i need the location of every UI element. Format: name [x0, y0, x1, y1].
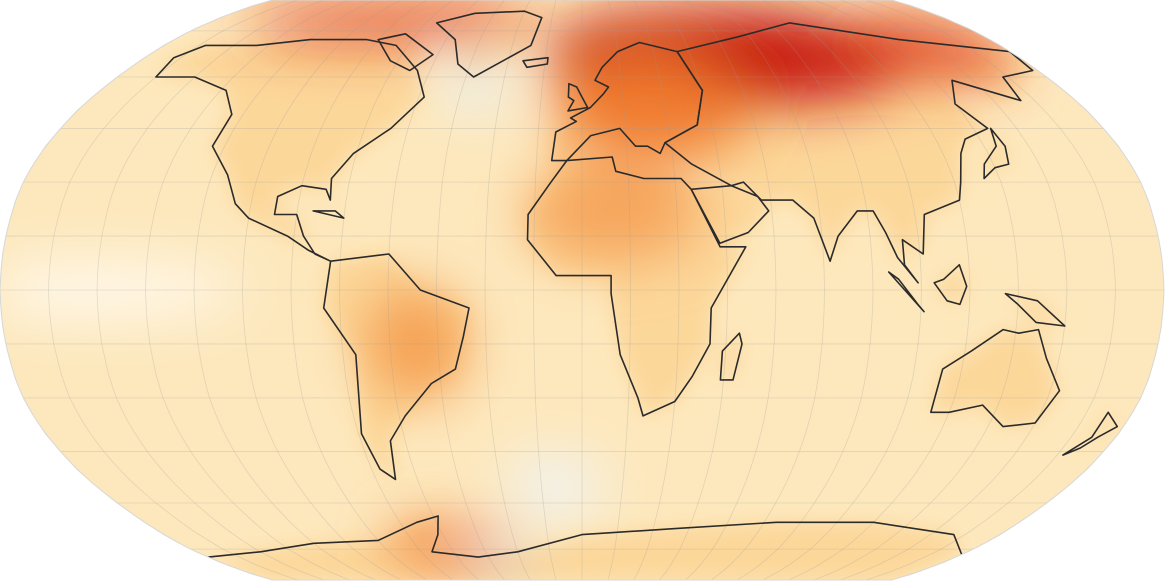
japan-land: [984, 128, 1009, 179]
meridian-line: [865, 0, 1116, 580]
meridian-line: [710, 0, 825, 580]
temperature-anomaly-layer: [0, 2, 1015, 574]
meridian-line: [839, 0, 1068, 580]
sumatra-coastline: [887, 271, 925, 313]
australia-land: [930, 329, 1060, 427]
meridian-line: [814, 0, 1019, 580]
anomaly-arctic-canada: [244, 2, 532, 40]
anomaly-east-siberia: [852, 17, 1015, 78]
anomaly-south-atlantic-cool: [506, 458, 604, 513]
meridian-line: [736, 0, 874, 580]
anomaly-north-atlantic-cool: [444, 60, 509, 108]
new-zealand-coastline: [1062, 411, 1119, 456]
meridian-line: [484, 0, 531, 580]
borneo-coastline: [933, 264, 968, 306]
antarctica-coastline: [207, 515, 963, 558]
south-america-coastline: [322, 253, 470, 481]
madagascar-land: [720, 333, 742, 380]
japan-coastline: [983, 127, 1010, 180]
new-guinea-coastline: [1004, 292, 1066, 327]
greenland-coastline: [435, 10, 543, 78]
asia-coastline: [664, 22, 1034, 284]
north-america-land: [155, 39, 425, 262]
new-zealand-land: [1062, 412, 1118, 456]
anomaly-brazil-warm: [364, 286, 467, 402]
anomaly-europe-warm: [554, 54, 750, 157]
madagascar-coastline: [719, 332, 743, 381]
baffin-island-coastline: [377, 33, 434, 72]
meridian-line: [659, 0, 728, 580]
meridian-line: [684, 0, 777, 580]
iceland-coastline: [522, 56, 549, 69]
meridian-line: [339, 0, 454, 580]
anomaly-sahara-warm: [525, 160, 703, 262]
borneo-land: [934, 264, 967, 305]
anomaly-weddell-cool: [472, 549, 531, 574]
meridian-line: [436, 0, 505, 580]
meridian-line: [193, 0, 376, 580]
meridian-line: [145, 0, 350, 580]
australia-coastline: [930, 328, 1061, 428]
cuba-coastline: [312, 210, 345, 219]
arabia-land: [691, 185, 769, 244]
great-britain-coastline: [567, 82, 589, 112]
meridian-line: [387, 0, 480, 580]
meridian-line: [242, 0, 402, 580]
north-america-coastline: [155, 38, 425, 262]
meridian-line: [533, 0, 557, 580]
meridian-line: [762, 0, 922, 580]
meridian-line: [607, 0, 631, 580]
coastline-layer: [155, 10, 1119, 558]
africa-coastline: [526, 156, 747, 417]
meridian-line: [290, 0, 428, 580]
meridian-line: [788, 0, 971, 580]
anomaly-pacific-cool: [0, 264, 243, 316]
meridian-line: [633, 0, 680, 580]
new-guinea-land: [1005, 293, 1065, 326]
